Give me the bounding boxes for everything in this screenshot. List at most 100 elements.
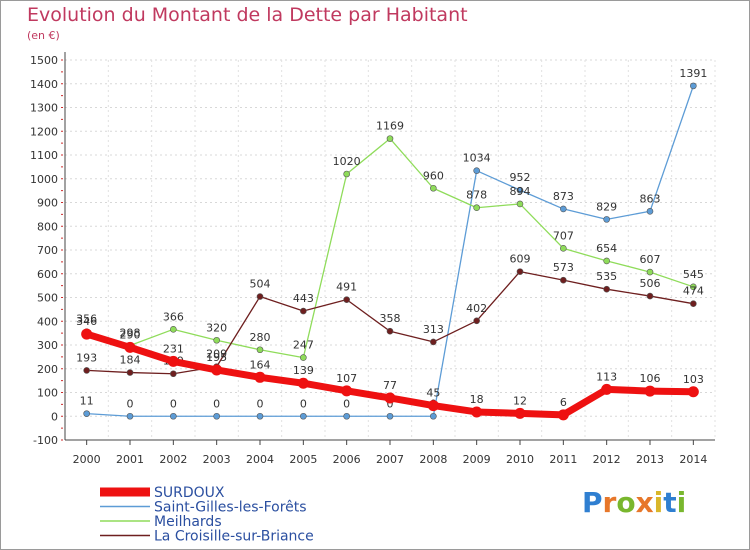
y-tick-label: 1500: [30, 54, 58, 67]
x-tick-label: 2004: [246, 453, 274, 466]
data-point-la-croisille-sur-briance: [560, 276, 567, 284]
x-tick-label: 2012: [593, 453, 621, 466]
x-tick-label: 2007: [376, 453, 404, 466]
y-tick-label: 700: [37, 244, 58, 257]
data-label-meilhards: 366: [163, 310, 184, 323]
data-label-meilhards: 1169: [376, 120, 404, 133]
data-point-meilhards: [213, 336, 220, 344]
data-label-la-croisille-sur-briance: 313: [423, 323, 444, 336]
data-point-surdoux: [514, 407, 526, 419]
logo-letter: r: [602, 486, 617, 519]
x-tick-label: 2008: [419, 453, 447, 466]
y-tick-label: 400: [37, 315, 58, 328]
data-label-surdoux: 113: [596, 370, 617, 383]
data-point-saint-gilles-les-for-ts: [430, 412, 437, 420]
data-label-meilhards: 1020: [333, 155, 361, 168]
data-label-saint-gilles-les-for-ts: 0: [127, 397, 134, 410]
data-label-saint-gilles-les-for-ts: 11: [80, 395, 94, 408]
data-point-saint-gilles-les-for-ts: [170, 412, 177, 420]
data-label-surdoux: 106: [640, 372, 661, 385]
y-tick-label: 1000: [30, 173, 58, 186]
data-label-meilhards: 545: [683, 268, 704, 281]
data-label-saint-gilles-les-for-ts: 0: [300, 397, 307, 410]
data-point-meilhards: [560, 245, 567, 252]
y-tick-label: -100: [33, 434, 58, 447]
data-point-saint-gilles-les-for-ts: [300, 412, 307, 420]
x-tick-label: 2002: [159, 453, 187, 466]
data-label-la-croisille-sur-briance: 491: [336, 281, 357, 294]
data-point-meilhards: [170, 326, 177, 333]
data-point-surdoux: [297, 377, 309, 389]
x-tick-label: 2013: [636, 453, 664, 466]
data-point-la-croisille-sur-briance: [170, 370, 177, 378]
data-label-meilhards: 707: [553, 229, 574, 242]
legend-label: SURDOUX: [154, 485, 225, 501]
legend-label: La Croisille-sur-Briance: [154, 529, 314, 545]
data-label-la-croisille-sur-briance: 504: [250, 278, 271, 291]
data-point-saint-gilles-les-for-ts: [473, 167, 480, 174]
data-label-surdoux: 290: [120, 328, 141, 341]
data-label-la-croisille-sur-briance: 402: [466, 302, 487, 315]
data-point-saint-gilles-les-for-ts: [126, 412, 134, 420]
data-point-surdoux: [427, 400, 439, 412]
data-point-la-croisille-sur-briance: [256, 293, 264, 300]
data-label-la-croisille-sur-briance: 609: [510, 253, 531, 266]
data-point-la-croisille-sur-briance: [300, 307, 307, 315]
data-label-la-croisille-sur-briance: 184: [120, 354, 141, 367]
data-point-la-croisille-sur-briance: [430, 338, 437, 346]
data-label-meilhards: 894: [510, 185, 531, 198]
data-point-meilhards: [386, 135, 394, 142]
data-label-surdoux: 139: [293, 364, 314, 377]
y-tick-label: 200: [37, 363, 58, 376]
data-label-surdoux: 18: [470, 393, 484, 406]
data-point-la-croisille-sur-briance: [126, 369, 134, 376]
data-point-saint-gilles-les-for-ts: [213, 412, 220, 420]
data-point-surdoux: [557, 409, 569, 421]
x-tick-label: 2009: [463, 453, 491, 466]
data-label-saint-gilles-les-for-ts: 952: [510, 171, 531, 184]
data-point-saint-gilles-les-for-ts: [560, 205, 567, 213]
x-tick-label: 2010: [506, 453, 534, 466]
y-tick-label: 300: [37, 339, 58, 352]
x-tick-label: 2014: [679, 453, 707, 466]
data-label-meilhards: 280: [250, 331, 271, 344]
data-label-la-croisille-sur-briance: 535: [596, 270, 617, 283]
data-point-la-croisille-sur-briance: [646, 292, 654, 300]
y-tick-label: 600: [37, 268, 58, 281]
data-label-saint-gilles-les-for-ts: 0: [343, 397, 350, 410]
data-point-meilhards: [603, 257, 610, 265]
x-tick-label: 2001: [116, 453, 144, 466]
data-point-surdoux: [211, 364, 223, 376]
data-point-meilhards: [343, 170, 350, 178]
y-tick-label: 1200: [30, 125, 58, 138]
data-point-saint-gilles-les-for-ts: [83, 410, 90, 417]
data-label-meilhards: 878: [466, 189, 487, 202]
data-label-la-croisille-sur-briance: 209: [206, 348, 227, 361]
data-label-meilhards: 960: [423, 169, 444, 182]
data-point-saint-gilles-les-for-ts: [343, 412, 350, 420]
y-tick-label: 1100: [30, 149, 58, 162]
chart-title: Evolution du Montant de la Dette par Hab…: [27, 4, 468, 26]
data-point-la-croisille-sur-briance: [690, 300, 697, 307]
logo-letter: P: [582, 486, 603, 519]
data-point-saint-gilles-les-for-ts: [516, 186, 524, 194]
data-label-la-croisille-sur-briance: 193: [76, 351, 97, 364]
data-point-meilhards: [256, 346, 264, 354]
data-point-la-croisille-sur-briance: [473, 317, 480, 325]
data-label-la-croisille-sur-briance: 358: [380, 312, 401, 325]
data-point-la-croisille-sur-briance: [83, 367, 90, 374]
data-point-surdoux: [124, 341, 136, 353]
y-tick-label: 100: [37, 387, 58, 400]
data-label-saint-gilles-les-for-ts: 829: [596, 200, 617, 213]
data-point-surdoux: [341, 385, 353, 397]
data-point-meilhards: [473, 204, 480, 212]
data-point-meilhards: [430, 184, 437, 192]
data-label-surdoux: 12: [513, 394, 527, 407]
data-point-surdoux: [687, 386, 699, 398]
y-tick-label: 900: [37, 197, 58, 210]
data-label-saint-gilles-les-for-ts: 1034: [463, 152, 491, 165]
logo-letter: t: [663, 486, 677, 519]
data-label-la-croisille-sur-briance: 506: [640, 277, 661, 290]
data-label-meilhards: 320: [206, 321, 227, 334]
